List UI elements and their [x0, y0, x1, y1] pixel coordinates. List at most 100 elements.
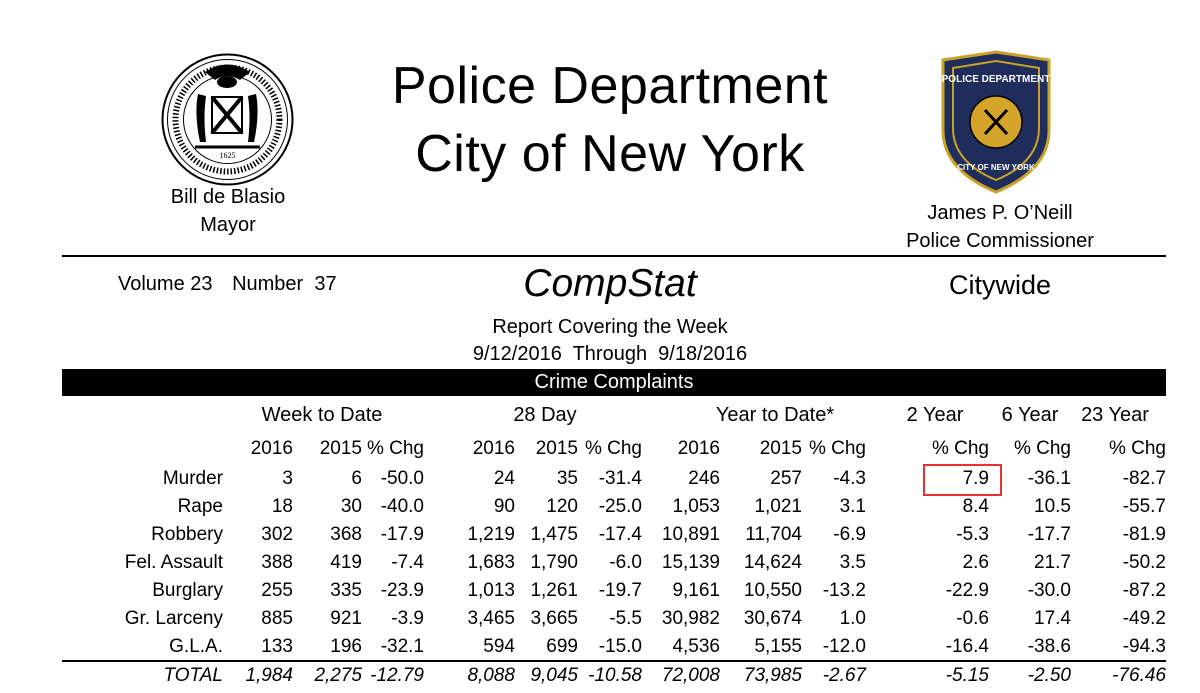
table-cell: -15.0 — [598, 636, 642, 657]
table-cell: 10.5 — [1034, 496, 1071, 517]
title-line1: Police Department — [391, 57, 829, 115]
table-cell: 388 — [261, 552, 293, 573]
nyc-city-seal: 1625 — [160, 52, 295, 187]
table-cell: 8.4 — [962, 496, 989, 517]
table-cell: -5.3 — [956, 524, 989, 545]
table-cell: -49.2 — [1122, 608, 1166, 629]
table-cell: -40.0 — [380, 496, 424, 517]
table-cell: 30,674 — [743, 608, 802, 629]
table-cell: -50.2 — [1122, 552, 1166, 573]
table-row: Robbery 302 368 -17.9 1,219 1,475 -17.4 10,891 1… — [0, 524, 1200, 552]
table-cell: -50.0 — [380, 468, 424, 489]
row-label: Murder — [162, 468, 223, 489]
title-line2: City of New York — [415, 125, 805, 183]
column-header: 2015 — [535, 438, 578, 459]
table-row: Burglary 255 335 -23.9 1,013 1,261 -19.7 9,161 1… — [0, 580, 1200, 608]
column-header: 2016 — [472, 438, 515, 459]
table-cell: 2,275 — [314, 665, 362, 686]
report-name: CompStat — [523, 262, 697, 305]
row-label: Gr. Larceny — [124, 608, 223, 629]
table-row: Rape 18 30 -40.0 90 120 -25.0 1,053 1,021 3.1 8.4 1… — [0, 496, 1200, 524]
seal-year-text: 1625 — [220, 151, 236, 160]
table-cell: -30.0 — [1027, 580, 1071, 601]
row-label: Burglary — [152, 580, 223, 601]
report-dates: 9/12/2016 Through 9/18/2016 — [472, 343, 748, 365]
table-cell: 335 — [330, 580, 362, 601]
table-cell: 21.7 — [1034, 552, 1071, 573]
table-cell: -12.79 — [370, 665, 424, 686]
volume-label: Volume 23 — [118, 273, 213, 295]
table-cell: 8,088 — [467, 665, 515, 686]
table-cell: 15,139 — [661, 552, 720, 573]
table-cell: 73,985 — [743, 665, 802, 686]
table-cell: 10,550 — [743, 580, 802, 601]
table-row: Fel. Assault 388 419 -7.4 1,683 1,790 -6.0 15,1… — [0, 552, 1200, 580]
total-row-wrap: TOTAL 1,984 2,275 -12.79 8,088 9,045 -10.58 72,… — [0, 665, 1200, 693]
table-cell: -23.9 — [380, 580, 424, 601]
column-header: % Chg — [931, 438, 989, 459]
row-label: G.L.A. — [169, 636, 223, 657]
table-cell: 1,021 — [754, 496, 802, 517]
table-cell: -32.1 — [380, 636, 424, 657]
table-cell: 419 — [330, 552, 362, 573]
crime-table-body: Murder 3 6 -50.0 24 35 -31.4 246 257 -4.3 7.9 -36.1… — [0, 468, 1200, 664]
table-cell: -7.4 — [391, 552, 424, 573]
table-cell: -76.46 — [1112, 665, 1166, 686]
table-cell: -19.7 — [598, 580, 642, 601]
table-cell: 72,008 — [661, 665, 720, 686]
table-cell: 6 — [351, 468, 362, 489]
table-cell: 30,982 — [661, 608, 720, 629]
table-cell: -12.0 — [822, 636, 866, 657]
column-header: % Chg — [1013, 438, 1071, 459]
column-header: 2015 — [319, 438, 362, 459]
column-header: 2015 — [759, 438, 802, 459]
column-header: % Chg — [1108, 438, 1166, 459]
badge-top-text: POLICE DEPARTMENT — [942, 74, 1051, 85]
row-label: Fel. Assault — [124, 552, 223, 573]
table-cell: 1,475 — [530, 524, 578, 545]
table-cell: 699 — [546, 636, 578, 657]
report-covering: Report Covering the Week — [492, 316, 728, 338]
row-label: Rape — [177, 496, 223, 517]
total-divider — [62, 660, 1166, 662]
table-cell: -25.0 — [598, 496, 642, 517]
column-header: 2016 — [250, 438, 293, 459]
table-cell: 302 — [261, 524, 293, 545]
table-cell: 30 — [340, 496, 362, 517]
table-cell: -5.5 — [609, 608, 642, 629]
table-cell: 921 — [330, 608, 362, 629]
table-cell: -87.2 — [1122, 580, 1166, 601]
table-cell: -38.6 — [1027, 636, 1071, 657]
table-cell: 3 — [282, 468, 293, 489]
row-label: Robbery — [151, 524, 223, 545]
section-title-bar: Crime Complaints — [62, 369, 1166, 396]
table-cell: 18 — [271, 496, 293, 517]
table-cell: 35 — [556, 468, 578, 489]
table-cell: 196 — [330, 636, 362, 657]
group-28-day: 28 Day — [513, 404, 577, 426]
total-row: TOTAL 1,984 2,275 -12.79 8,088 9,045 -10.58 72,… — [0, 665, 1200, 693]
table-cell: 11,704 — [745, 524, 802, 545]
column-header: % Chg — [584, 438, 642, 459]
table-cell: 90 — [493, 496, 515, 517]
table-cell: 7.9 — [962, 468, 989, 489]
table-cell: -94.3 — [1122, 636, 1166, 657]
table-cell: 1,683 — [467, 552, 515, 573]
table-cell: -16.4 — [945, 636, 989, 657]
number-label: Number 37 — [232, 273, 337, 295]
table-cell: 3,665 — [530, 608, 578, 629]
column-header: 2016 — [677, 438, 720, 459]
table-cell: -6.0 — [609, 552, 642, 573]
table-cell: -3.9 — [391, 608, 424, 629]
nypd-badge-icon: POLICE DEPARTMENT CITY OF NEW YORK — [935, 50, 1057, 195]
table-cell: 120 — [546, 496, 578, 517]
mayor-title: Mayor — [200, 214, 256, 236]
table-cell: -2.67 — [822, 665, 866, 686]
table-cell: 1,053 — [672, 496, 720, 517]
table-cell: 255 — [261, 580, 293, 601]
table-cell: 3.1 — [839, 496, 866, 517]
table-row: Gr. Larceny 885 921 -3.9 3,465 3,665 -5.5 30,98… — [0, 608, 1200, 636]
table-cell: 1,013 — [467, 580, 515, 601]
report-scope: Citywide — [948, 270, 1052, 300]
table-cell: -82.7 — [1122, 468, 1166, 489]
